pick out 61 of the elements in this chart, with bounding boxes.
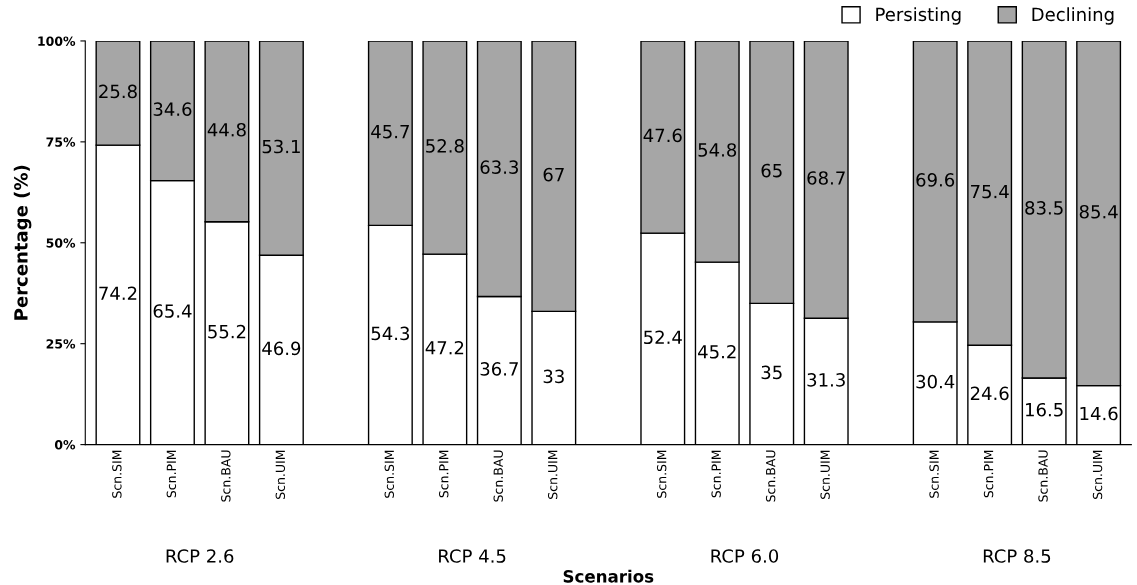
text: RCP 2.6 (166, 549, 234, 563)
data-label: 74.2 (99, 286, 137, 300)
data-label: 45.7 (371, 125, 409, 139)
data-label: 34.6 (153, 102, 192, 117)
data-label: 52.4 (644, 330, 682, 345)
data-label: 45.2 (698, 344, 736, 359)
data-label: 24.6 (970, 386, 1009, 401)
data-label: 36.7 (480, 362, 518, 376)
x-tick-label: Scn.PIM (166, 450, 177, 498)
y-tick-label: 25% (46, 339, 76, 349)
data-label: 65.4 (153, 304, 192, 318)
x-tick-label: Scn.SIM (384, 450, 394, 498)
x-tick-label: Scn.PIM (711, 450, 721, 498)
y-tick-label: 100% (38, 36, 76, 46)
y-axis-title: Percentage (%) (13, 165, 32, 320)
data-label: 46.9 (262, 341, 301, 356)
x-tick-label: Scn.SIM (112, 450, 122, 498)
x-tick-label: Scn.SIM (929, 450, 939, 498)
data-label: 33 (543, 369, 564, 384)
text: RCP 4.5 (439, 549, 506, 563)
x-tick-label: Scn.BAU (1038, 450, 1048, 502)
data-label: 47.6 (643, 128, 682, 143)
y-tick-label: 75% (46, 137, 76, 147)
text: RCP 8.5 (983, 549, 1051, 563)
y-tick-label: 50% (46, 238, 76, 248)
data-label: 25.8 (99, 84, 137, 99)
x-axis-title: Scenarios (563, 569, 654, 583)
data-label: 83.5 (1025, 201, 1063, 215)
x-tick-label: Scn.UIM (1092, 450, 1103, 499)
data-label: 16.5 (1026, 402, 1063, 417)
legend-label: Persisting (876, 7, 961, 25)
data-label: 54.3 (371, 326, 410, 341)
data-label: 69.6 (916, 173, 955, 187)
x-tick-label: Scn.BAU (221, 450, 231, 502)
data-label: 55.2 (208, 324, 246, 339)
data-label: 30.4 (916, 374, 955, 389)
data-label: 53.1 (262, 139, 300, 154)
data-label: 14.6 (1080, 406, 1118, 421)
text: RCP 6.0 (711, 549, 779, 563)
data-label: 75.4 (971, 184, 1009, 199)
x-tick-label: Scn.UIM (820, 450, 830, 499)
x-tick-label: Scn.PIM (439, 450, 449, 498)
data-label: 44.8 (207, 122, 246, 137)
data-label: 31.3 (807, 373, 845, 387)
x-tick-label: Scn.BAU (765, 450, 776, 502)
legend-label: Declining (1032, 7, 1114, 25)
data-label: 47.2 (425, 340, 464, 355)
x-tick-label: Scn.PIM (983, 450, 994, 498)
data-label: 63.3 (480, 160, 518, 174)
data-label: 65 (761, 163, 782, 178)
data-label: 52.8 (426, 139, 464, 153)
x-tick-label: Scn.UIM (547, 450, 558, 499)
data-label: 68.7 (807, 171, 845, 185)
data-label: 54.8 (698, 143, 737, 157)
y-tick-label: 0% (54, 440, 76, 450)
x-tick-label: Scn.SIM (656, 450, 667, 498)
data-label: 85.4 (1079, 204, 1118, 219)
data-label: 67 (543, 167, 564, 182)
data-label: 35 (761, 365, 782, 380)
x-tick-label: Scn.UIM (275, 450, 286, 499)
x-tick-label: Scn.BAU (493, 450, 503, 502)
